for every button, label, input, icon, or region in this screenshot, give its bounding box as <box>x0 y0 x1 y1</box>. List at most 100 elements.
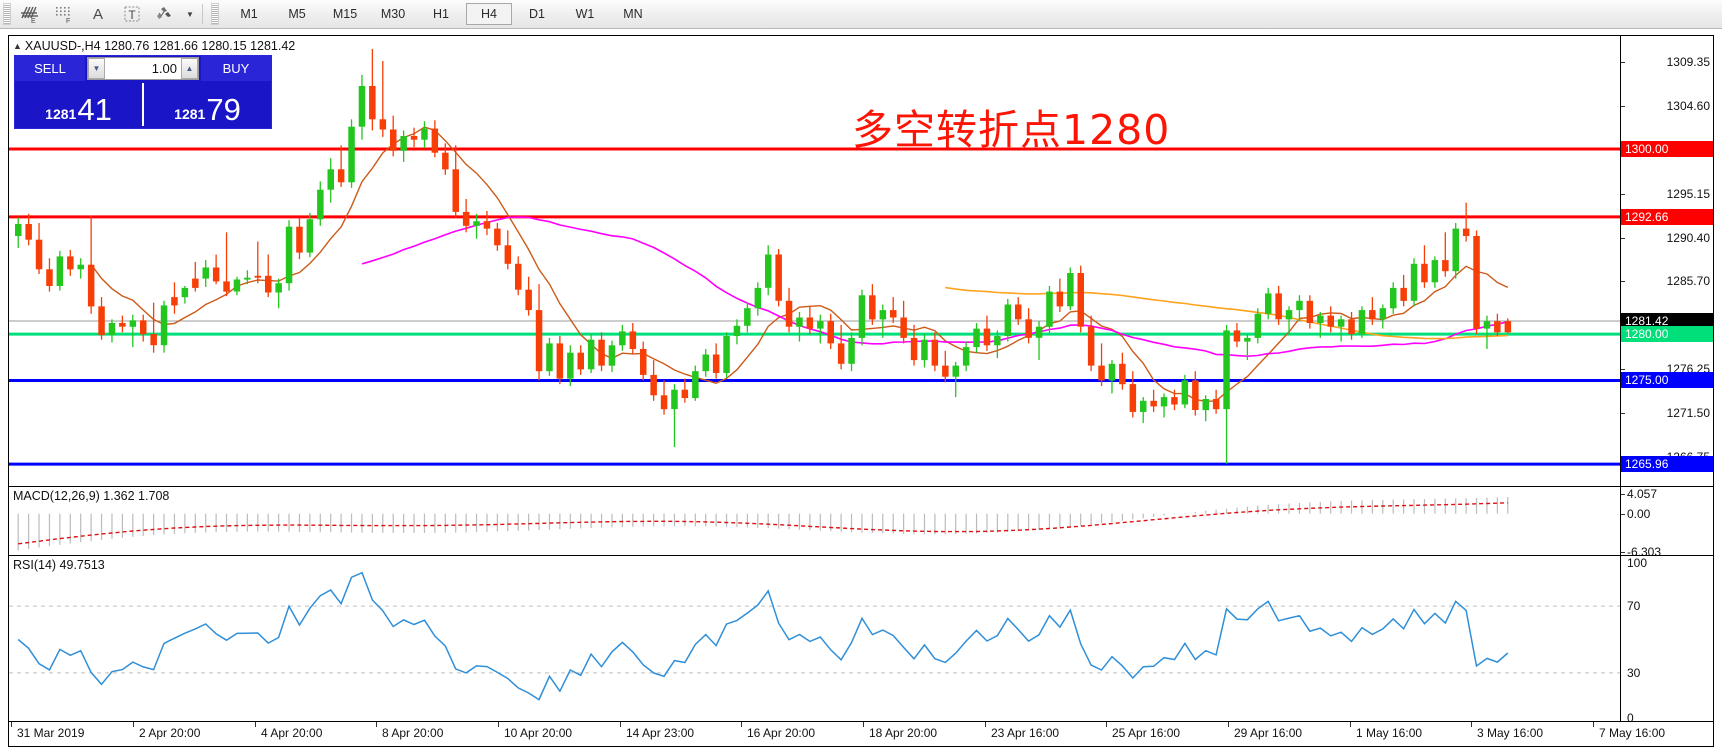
chart-symbol-header: ▲ XAUUSD-,H4 1280.76 1281.66 1280.15 1281… <box>13 39 295 53</box>
macd-tick-label: 0.00 <box>1627 506 1651 521</box>
time-tick-mark <box>498 722 499 727</box>
buy-price-prefix: 1281 <box>174 106 206 122</box>
toolbar-grip-right[interactable] <box>211 3 219 25</box>
chart-frame[interactable]: 1309.35 1304.60 1295.15 1290.40 1285.70 1276.… <box>8 35 1714 747</box>
volume-decrement-icon[interactable]: ▼ <box>88 58 105 79</box>
toolbar-grip-left[interactable] <box>3 3 11 25</box>
macd-series <box>17 496 1509 551</box>
time-tick-label: 8 Apr 20:00 <box>382 726 444 740</box>
time-tick-mark <box>1106 722 1107 727</box>
price-level-tag-support[interactable]: 1275.00 <box>1621 372 1713 389</box>
text-label-icon[interactable]: A <box>92 5 103 23</box>
price-tick-label: 1271.50 <box>1666 405 1710 420</box>
sell-price-quote[interactable]: 1281 41 <box>15 81 142 128</box>
volume-input[interactable]: 1.00 <box>151 61 177 76</box>
time-tick-label: 10 Apr 20:00 <box>504 726 573 740</box>
buy-price-quote[interactable]: 1281 79 <box>144 81 271 128</box>
macd-axis: 4.057 0.00 -6.303 <box>1620 487 1713 555</box>
time-tick-mark <box>133 722 134 727</box>
rsi-tick-label: 70 <box>1627 599 1641 614</box>
time-tick-label: 29 Apr 16:00 <box>1234 726 1303 740</box>
quote-divider <box>142 83 144 126</box>
timeframe-m1[interactable]: M1 <box>240 7 258 21</box>
macd-tick-label: 4.057 <box>1627 487 1658 501</box>
price-axis[interactable]: 1309.35 1304.60 1295.15 1290.40 1285.70 1276.… <box>1620 36 1713 486</box>
rsi-tick-label: 100 <box>1627 556 1648 570</box>
time-tick-label: 18 Apr 20:00 <box>869 726 938 740</box>
time-tick-mark <box>1593 722 1594 727</box>
price-tick-label: 1290.40 <box>1666 230 1710 245</box>
timeframe-m5[interactable]: M5 <box>288 7 306 21</box>
price-tick-mark <box>1621 412 1625 414</box>
pane-separator-1[interactable] <box>9 486 1713 487</box>
collapse-triangle-icon[interactable]: ▲ <box>13 41 22 51</box>
time-tick-mark <box>255 722 256 727</box>
price-level-tag-resistance[interactable]: 1292.66 <box>1621 208 1713 225</box>
price-tick-label: 1276.25 <box>1666 361 1710 376</box>
macd-tick-mark <box>1621 513 1625 515</box>
time-tick-mark <box>1350 722 1351 727</box>
objects-dropdown-caret-icon[interactable]: ▼ <box>183 2 197 26</box>
objects-icon[interactable] <box>149 2 183 26</box>
timeframe-d1[interactable]: D1 <box>529 7 545 21</box>
timeframe-h4[interactable]: H4 <box>466 3 512 25</box>
one-click-top-row: SELL ▼ 1.00 ▲ BUY <box>15 56 271 81</box>
text-box-icon[interactable]: T <box>115 2 149 26</box>
timeframe-mn[interactable]: MN <box>623 7 643 21</box>
macd-plot-area[interactable] <box>9 487 1621 555</box>
price-level-tag-current-price[interactable]: 1281.42 <box>1621 313 1713 329</box>
price-level-tag-support[interactable]: 1265.96 <box>1621 456 1713 473</box>
timeframe-h1[interactable]: H1 <box>433 7 449 21</box>
time-tick-label: 23 Apr 16:00 <box>991 726 1060 740</box>
time-tick-label: 3 May 16:00 <box>1477 726 1544 740</box>
timeframe-w1[interactable]: W1 <box>575 7 595 21</box>
timeframe-m15[interactable]: M15 <box>332 7 358 21</box>
time-tick-mark <box>620 722 621 727</box>
rsi-label: RSI(14) 49.7513 <box>13 558 105 572</box>
price-tick-label: 1309.35 <box>1666 55 1710 70</box>
macd-label: MACD(12,26,9) 1.362 1.708 <box>13 489 170 503</box>
price-tick-label: 1285.70 <box>1666 274 1710 289</box>
indicators-icon[interactable]: E <box>13 2 47 26</box>
chevron-down-icon: ▼ <box>186 9 194 19</box>
macd-pane[interactable]: 4.057 0.00 -6.303 MACD(12,26,9) 1.362 1.70… <box>9 487 1713 555</box>
time-tick-mark <box>376 722 377 727</box>
sell-button[interactable]: SELL <box>15 56 85 81</box>
price-tick-label: 1304.60 <box>1666 99 1710 114</box>
buy-button[interactable]: BUY <box>201 56 271 81</box>
rsi-tick-label: 0 <box>1627 711 1634 723</box>
rsi-series <box>9 571 1621 701</box>
one-click-quotes-row: 1281 41 1281 79 <box>15 81 271 128</box>
toolbar-separator <box>202 4 203 24</box>
time-tick-mark <box>863 722 864 727</box>
time-tick-mark <box>11 722 12 727</box>
chart-annotation-text[interactable]: 多空转折点1280 <box>852 106 1171 154</box>
time-tick-label: 25 Apr 16:00 <box>1112 726 1181 740</box>
macd-tick-mark <box>1621 552 1625 553</box>
one-click-trading-panel[interactable]: SELL ▼ 1.00 ▲ BUY 1281 41 1281 79 <box>14 55 272 129</box>
price-level-tag-pivot[interactable]: 1280.00 <box>1621 326 1713 343</box>
rsi-axis: 100 70 30 0 <box>1620 556 1713 723</box>
price-tick-mark <box>1621 281 1625 283</box>
pane-separator-2[interactable] <box>9 555 1713 556</box>
grid-icon[interactable]: F <box>47 2 81 26</box>
price-plot-area[interactable] <box>9 36 1621 486</box>
price-tick-mark <box>1621 193 1625 195</box>
rsi-tick-label: 30 <box>1627 665 1641 680</box>
time-tick-label: 16 Apr 20:00 <box>747 726 816 740</box>
time-tick-mark <box>1228 722 1229 727</box>
price-tick-mark <box>1621 106 1625 108</box>
price-level-tag-resistance[interactable]: 1300.00 <box>1621 140 1713 157</box>
rsi-pane[interactable]: 100 70 30 0 RSI(14) 49.7513 <box>9 556 1713 723</box>
rsi-plot-area[interactable] <box>9 556 1621 723</box>
volume-increment-icon[interactable]: ▲ <box>181 58 198 79</box>
timeframe-m30[interactable]: M30 <box>380 7 406 21</box>
svg-text:F: F <box>66 18 70 24</box>
price-pane[interactable]: 1309.35 1304.60 1295.15 1290.40 1285.70 1276.… <box>9 36 1713 486</box>
time-tick-mark <box>1471 722 1472 727</box>
volume-stepper[interactable]: ▼ 1.00 ▲ <box>87 57 199 80</box>
timeframe-group: M1 M5 M15 M30 H1 H4 D1 W1 MN <box>225 3 657 25</box>
chart-symbol-text: XAUUSD-,H4 1280.76 1281.66 1280.15 1281.… <box>24 39 296 53</box>
time-axis[interactable]: 31 Mar 2019 2 Apr 20:00 4 Apr 20:00 8 Apr 2… <box>9 721 1713 746</box>
